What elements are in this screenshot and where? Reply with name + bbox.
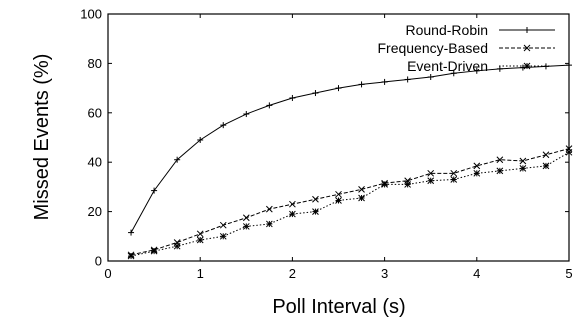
data-point: [312, 208, 319, 215]
data-point: [565, 148, 573, 156]
data-point: [266, 102, 273, 109]
data-point: [173, 242, 181, 250]
y-tick-label: 80: [88, 56, 102, 71]
data-point: [219, 221, 227, 229]
series-line: [130, 64, 570, 233]
data-point: [381, 181, 388, 188]
data-point: [381, 78, 388, 85]
data-point: [242, 223, 250, 230]
legend-item: Frequency-Based: [377, 40, 555, 56]
x-tick-label: 4: [473, 266, 480, 281]
data-point: [265, 205, 273, 213]
legend-label: Round-Robin: [406, 22, 489, 38]
data-point: [335, 197, 342, 204]
data-point: [404, 76, 411, 83]
data-point: [496, 65, 503, 72]
series-frequency-based: [127, 145, 573, 259]
data-point: [473, 67, 480, 74]
axes: 0 1 2 3 4 5 0 20 40 60 80 100: [80, 7, 572, 282]
data-point: [358, 186, 365, 193]
y-tick-label: 0: [95, 254, 102, 269]
data-point: [566, 62, 572, 69]
data-point: [127, 252, 135, 260]
legend-item: Event-Driven: [407, 58, 555, 74]
y-tick-label: 100: [80, 7, 102, 22]
x-tick-label: 3: [381, 266, 388, 281]
data-point: [473, 169, 481, 177]
data-point: [219, 232, 227, 240]
data-point: [312, 90, 319, 97]
data-point: [519, 165, 527, 172]
series-line: [130, 151, 570, 257]
x-tick-label: 2: [289, 266, 296, 281]
data-point: [220, 122, 227, 129]
data-point: [150, 247, 158, 255]
data-point: [427, 169, 435, 177]
y-tick-label: 60: [88, 105, 102, 120]
legend: Round-Robin Frequency-Based Event-Driven: [377, 22, 555, 74]
data-point: [196, 230, 204, 238]
data-point: [450, 169, 458, 177]
plot-frame: [107, 13, 570, 262]
data-point: [289, 210, 296, 218]
data-point: [496, 167, 504, 175]
series-line: [130, 148, 570, 256]
x-tick-label: 1: [197, 266, 204, 281]
data-point: [524, 27, 530, 33]
y-tick-label: 40: [88, 155, 102, 170]
data-point: [450, 70, 457, 77]
data-point: [174, 156, 181, 163]
x-tick-label: 5: [565, 266, 572, 281]
data-point: [542, 151, 550, 159]
data-point: [265, 220, 273, 228]
data-point: [542, 162, 550, 170]
data-point: [473, 162, 481, 170]
data-point: [523, 62, 531, 70]
data-point: [404, 181, 412, 188]
data-point: [427, 177, 435, 185]
data-point: [358, 194, 365, 202]
data-point: [450, 176, 458, 183]
data-point: [312, 195, 319, 203]
legend-item: Round-Robin: [406, 22, 555, 38]
data-point: [289, 94, 296, 101]
legend-label: Frequency-Based: [377, 40, 488, 56]
y-axis-title: Missed Events (%): [31, 54, 53, 221]
data-point: [519, 157, 527, 165]
data-point: [197, 136, 204, 143]
series-layer: [127, 62, 573, 260]
data-point: [196, 236, 204, 244]
x-axis-title: Poll Interval (s): [272, 296, 405, 318]
data-point: [427, 73, 434, 80]
data-point: [151, 187, 158, 194]
legend-label: Event-Driven: [407, 58, 488, 74]
data-point: [128, 229, 135, 236]
data-point: [496, 156, 504, 164]
series-round-robin: [128, 62, 572, 236]
series-event-driven: [127, 148, 573, 260]
x-tick-label: 0: [104, 266, 111, 281]
data-point: [335, 85, 342, 92]
data-point: [243, 111, 250, 118]
data-point: [523, 44, 531, 52]
data-point: [289, 200, 296, 208]
data-point: [242, 214, 250, 222]
data-point: [335, 190, 342, 198]
y-tick-label: 20: [88, 204, 102, 219]
data-point: [358, 81, 365, 88]
